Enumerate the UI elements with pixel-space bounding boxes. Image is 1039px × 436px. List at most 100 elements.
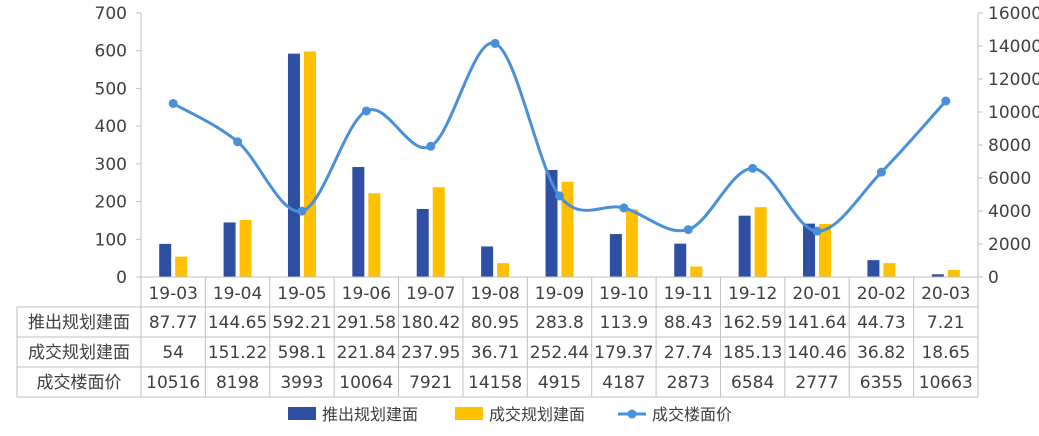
bar-launched [738, 215, 751, 277]
legend-label: 推出规划建面 [322, 405, 418, 424]
y-left-tick-label: 100 [95, 230, 127, 250]
x-tick-label: 19-11 [664, 284, 713, 304]
table-cell: 2777 [795, 373, 838, 393]
bar-transacted [690, 266, 703, 277]
x-tick-label: 19-10 [599, 284, 648, 304]
x-tick-label: 19-03 [148, 284, 197, 304]
table-cell: 180.42 [401, 313, 460, 333]
x-tick-label: 19-12 [728, 284, 777, 304]
y-right-tick-label: 8000 [988, 136, 1031, 156]
y-left-tick-label: 600 [95, 42, 127, 62]
bar-launched [287, 53, 300, 278]
bar-launched [545, 169, 558, 277]
table-cell: 7.21 [927, 313, 965, 333]
price-point [812, 226, 822, 236]
bar-launched [803, 223, 816, 277]
table-cell: 54 [162, 343, 184, 363]
x-tick-label: 19-07 [406, 284, 455, 304]
bar-transacted [883, 263, 896, 277]
y-left-tick-label: 400 [95, 117, 127, 137]
bar-transacted [819, 224, 832, 277]
price-point [683, 225, 693, 235]
table-cell: 598.1 [278, 343, 327, 363]
table-cell: 7921 [409, 373, 452, 393]
y-right-tick-label: 16000 [988, 4, 1039, 24]
table-cell: 10516 [146, 373, 200, 393]
table-cell: 237.95 [401, 343, 460, 363]
bar-launched [609, 234, 622, 277]
price-line [172, 41, 947, 233]
x-tick-label: 19-08 [470, 284, 519, 304]
x-tick-label: 20-03 [921, 284, 970, 304]
price-point [941, 96, 951, 106]
bar-transacted [432, 187, 445, 277]
table-cell: 221.84 [337, 343, 396, 363]
y-right-tick-label: 12000 [988, 70, 1039, 90]
bar-launched [867, 260, 880, 277]
table-cell: 4915 [538, 373, 581, 393]
table-cell: 140.46 [787, 343, 846, 363]
x-tick-label: 20-02 [857, 284, 906, 304]
y-left-tick-label: 500 [95, 79, 127, 99]
table-cell: 291.58 [337, 313, 396, 333]
table-cell: 10663 [919, 373, 973, 393]
y-right-tick-label: 2000 [988, 235, 1031, 255]
price-point [555, 191, 564, 201]
table-cell: 36.71 [471, 343, 520, 363]
bar-launched [481, 246, 494, 277]
bar-transacted [303, 51, 316, 277]
x-tick-label: 19-05 [277, 284, 326, 304]
y-right-tick-label: 6000 [988, 169, 1031, 189]
price-point [233, 137, 243, 147]
price-point [297, 206, 307, 216]
x-tick-label: 19-09 [535, 284, 584, 304]
bar-transacted [239, 219, 252, 277]
table-cell: 8198 [216, 373, 259, 393]
y-left-tick-label: 200 [95, 193, 127, 213]
table-cell: 27.74 [664, 343, 713, 363]
bar-launched [159, 243, 172, 277]
bar-transacted [754, 207, 767, 277]
bar-transacted [625, 209, 638, 277]
table-cell: 6355 [860, 373, 903, 393]
legend-swatch [455, 407, 483, 420]
table-cell: 151.22 [208, 343, 267, 363]
x-tick-label: 19-04 [213, 284, 262, 304]
legend-marker [627, 409, 637, 419]
y-left-tick-label: 0 [116, 268, 127, 288]
table-cell: 18.65 [921, 343, 970, 363]
legend-swatch [288, 407, 316, 420]
bar-transacted [947, 269, 960, 277]
table-cell: 80.95 [471, 313, 520, 333]
table-cell: 4187 [602, 373, 645, 393]
table-cell: 87.77 [149, 313, 198, 333]
price-point [619, 203, 629, 213]
y-left-tick-label: 700 [95, 4, 127, 24]
y-right-tick-label: 4000 [988, 202, 1031, 222]
table-cell: 162.59 [723, 313, 782, 333]
table-cell: 44.73 [857, 313, 906, 333]
table-row-label: 推出规划建面 [28, 313, 130, 333]
table-row-label: 成交规划建面 [28, 343, 130, 363]
table-cell: 14158 [468, 373, 522, 393]
table-cell: 252.44 [530, 343, 589, 363]
x-tick-label: 19-06 [342, 284, 391, 304]
y-right-tick-label: 0 [988, 268, 999, 288]
price-point [361, 106, 371, 116]
price-point [490, 38, 500, 48]
table-cell: 2873 [667, 373, 710, 393]
table-cell: 592.21 [272, 313, 331, 333]
bar-launched [674, 243, 687, 277]
table-cell: 88.43 [664, 313, 713, 333]
bar-launched [223, 222, 236, 277]
table-cell: 141.64 [787, 313, 846, 333]
table-cell: 3993 [280, 373, 323, 393]
bar-launched [416, 208, 429, 277]
table-cell: 6584 [731, 373, 774, 393]
y-left-tick-label: 300 [95, 155, 127, 175]
bar-launched [931, 274, 944, 277]
price-point [168, 98, 178, 108]
bar-launched [352, 167, 365, 277]
table-cell: 36.82 [857, 343, 906, 363]
